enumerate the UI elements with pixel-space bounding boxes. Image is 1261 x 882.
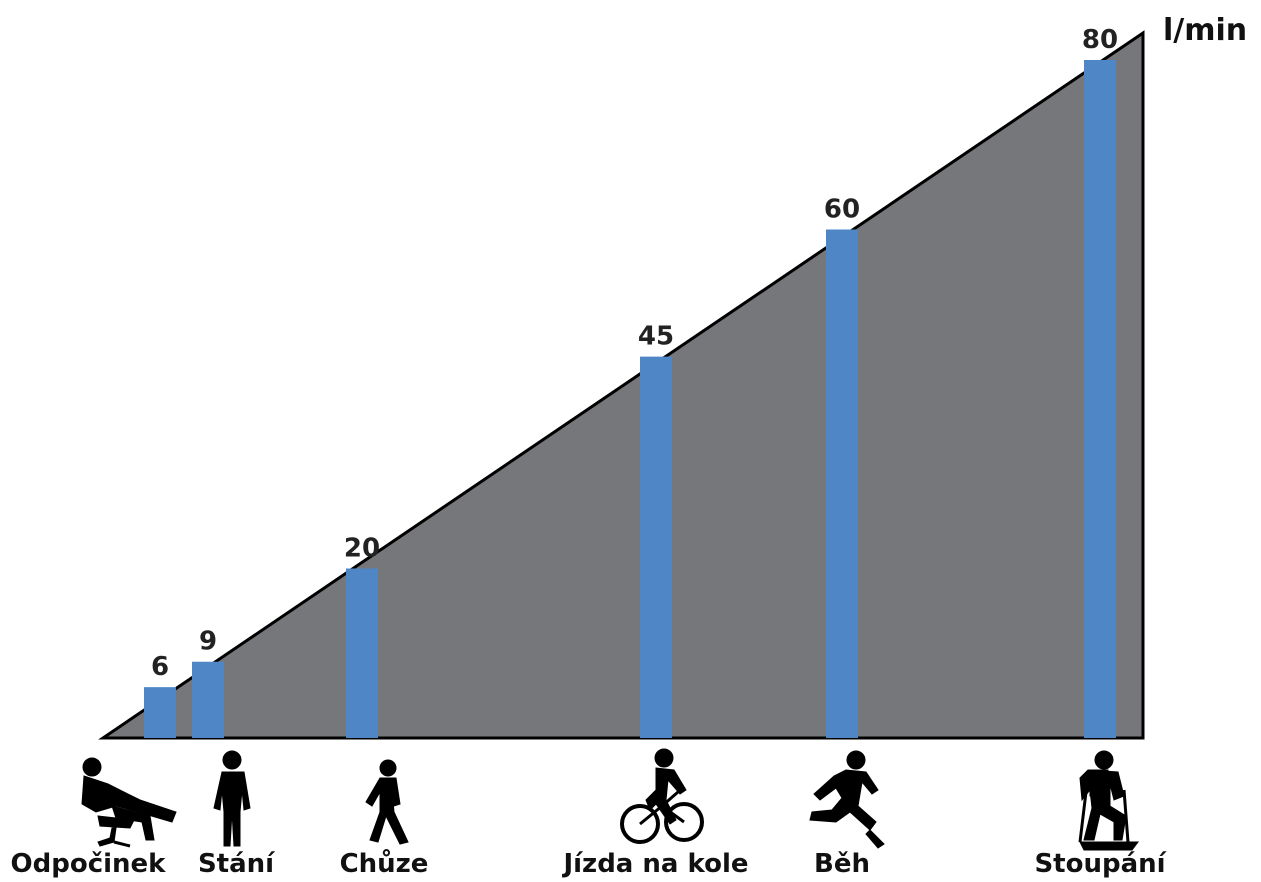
bar-stani [192, 661, 224, 738]
resting-person-icon [81, 757, 177, 848]
bar-jizda-na-kole [640, 356, 672, 738]
cyclist-icon [620, 748, 704, 844]
icons-group [81, 748, 1139, 851]
category-label-stoupani: Stoupání [1034, 849, 1167, 879]
bar-stoupani [1084, 60, 1116, 738]
category-labels-group: Odpočinek Stání Chůze Jízda na kole Běh Stoup… [11, 848, 1168, 879]
category-label-jizda-na-kole: Jízda na kole [561, 849, 748, 879]
value-label-jizda-na-kole: 45 [638, 322, 674, 352]
category-label-odpocinek: Odpočinek [11, 849, 167, 879]
category-label-chuze: Chůze [340, 848, 429, 879]
unit-label: l/min [1163, 13, 1247, 48]
value-labels-group: 69 20 45 60 80 [151, 25, 1118, 682]
value-label-beh: 60 [824, 195, 860, 225]
value-label-stani: 9 [199, 627, 217, 657]
standing-person-icon [213, 750, 251, 847]
bar-odpocinek [144, 687, 176, 738]
walking-person-icon [365, 759, 409, 845]
value-label-chuze: 20 [344, 534, 380, 564]
bar-chuze [346, 568, 378, 738]
bar-beh [826, 229, 858, 738]
bars-group [144, 60, 1116, 738]
background-triangle [98, 30, 1145, 740]
category-label-beh: Běh [814, 849, 870, 879]
value-label-stoupani: 80 [1082, 25, 1118, 55]
category-label-stani: Stání [198, 849, 276, 879]
value-label-odpocinek: 6 [151, 652, 169, 682]
runner-icon [809, 750, 885, 849]
hiker-icon [1078, 750, 1139, 851]
